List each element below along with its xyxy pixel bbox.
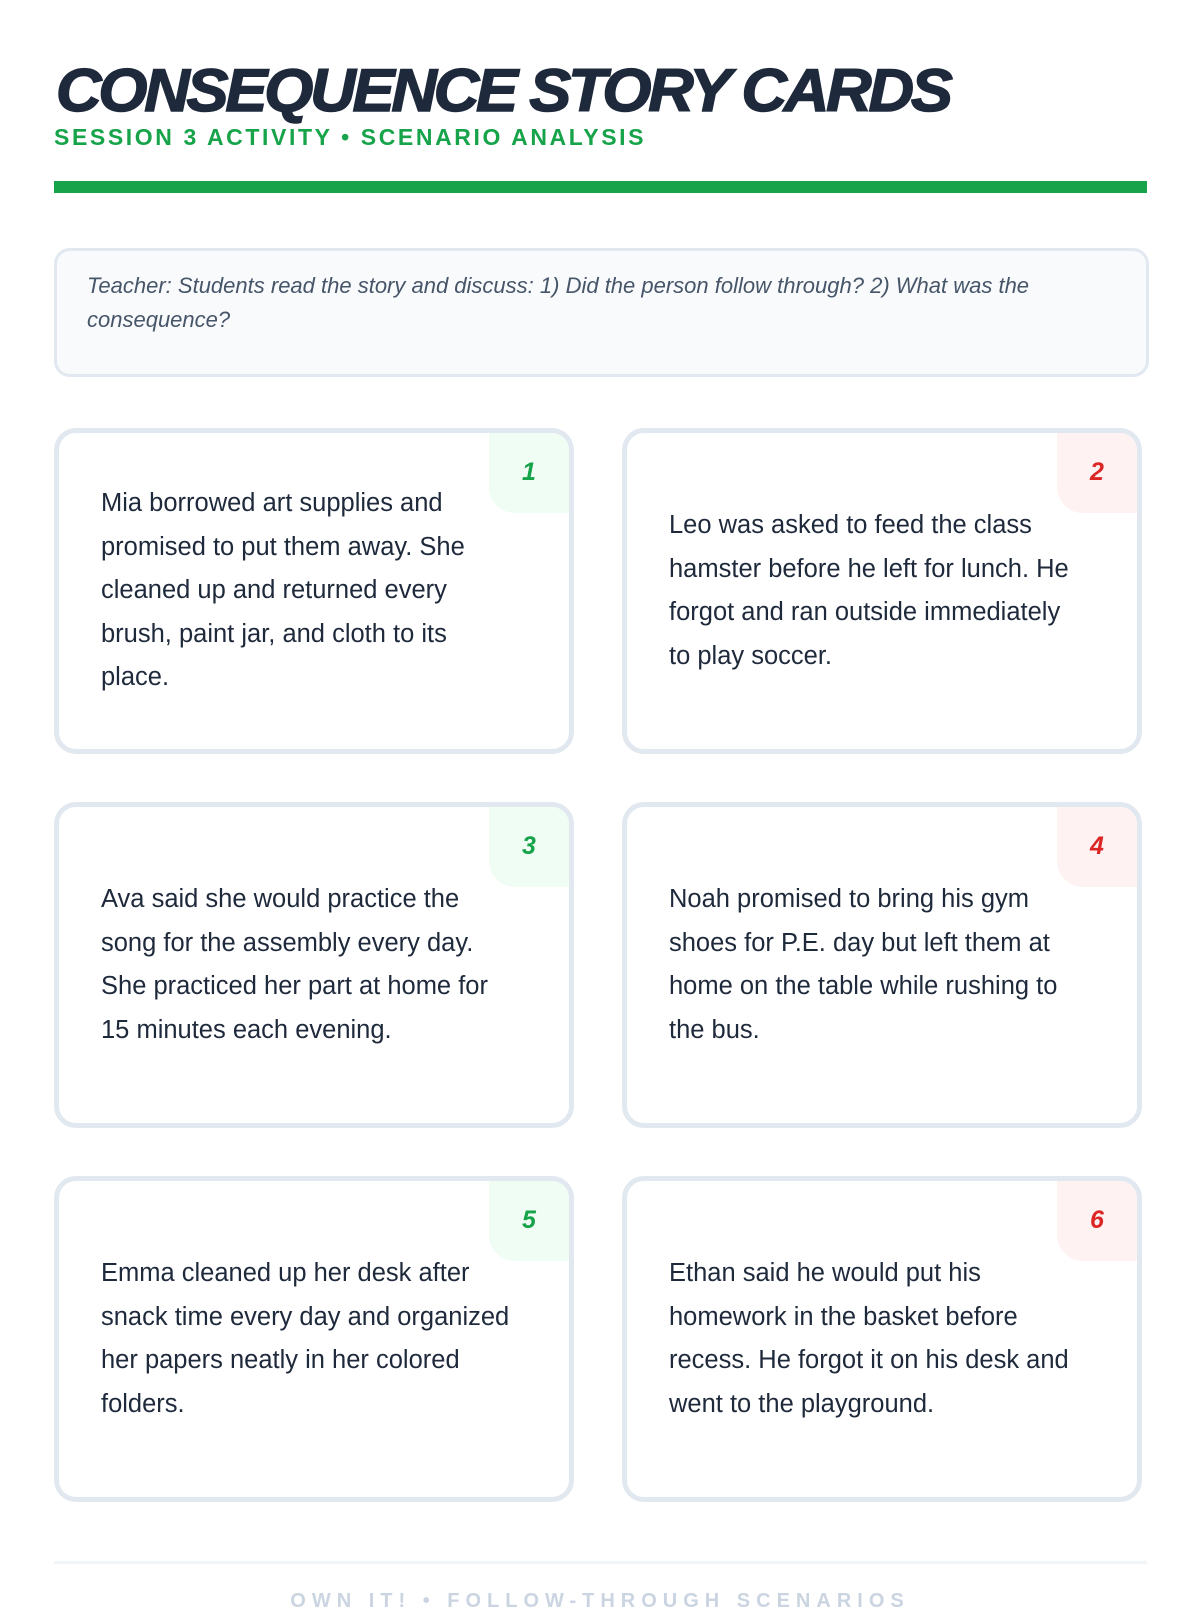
- story-card: 6 Ethan said he would put his homework i…: [622, 1176, 1142, 1502]
- page-title: CONSEQUENCE STORY CARDS: [55, 56, 953, 125]
- card-number-badge: 2: [1057, 433, 1137, 513]
- story-card: 2 Leo was asked to feed the class hamste…: [622, 428, 1142, 754]
- card-number-badge: 4: [1057, 807, 1137, 887]
- card-number-badge: 3: [489, 807, 569, 887]
- story-card: 4 Noah promised to bring his gym shoes f…: [622, 802, 1142, 1128]
- card-story: Noah promised to bring his gym shoes for…: [669, 885, 1058, 1044]
- story-card: 3 Ava said she would practice the song f…: [54, 802, 574, 1128]
- footer-text: OWN IT! • FOLLOW-THROUGH SCENARIOS: [290, 1590, 910, 1612]
- card-story: Emma cleaned up her desk after snack tim…: [101, 1259, 510, 1418]
- accent-divider: [54, 181, 1147, 193]
- page-subtitle: SESSION 3 ACTIVITY • SCENARIO ANALYSIS: [54, 124, 647, 150]
- card-number-badge: 5: [489, 1181, 569, 1261]
- card-number-badge: 6: [1057, 1181, 1137, 1261]
- card-number-badge: 1: [489, 433, 569, 513]
- story-card: 5 Emma cleaned up her desk after snack t…: [54, 1176, 574, 1502]
- card-story: Ethan said he would put his homework in …: [669, 1259, 1069, 1418]
- card-story: Mia borrowed art supplies and promised t…: [101, 489, 465, 692]
- footer-divider: [54, 1561, 1147, 1564]
- story-card: 1 Mia borrowed art supplies and promised…: [54, 428, 574, 754]
- teacher-note: Teacher: Students read the story and dis…: [54, 248, 1149, 377]
- card-story: Leo was asked to feed the class hamster …: [669, 511, 1069, 670]
- card-story: Ava said she would practice the song for…: [101, 885, 488, 1044]
